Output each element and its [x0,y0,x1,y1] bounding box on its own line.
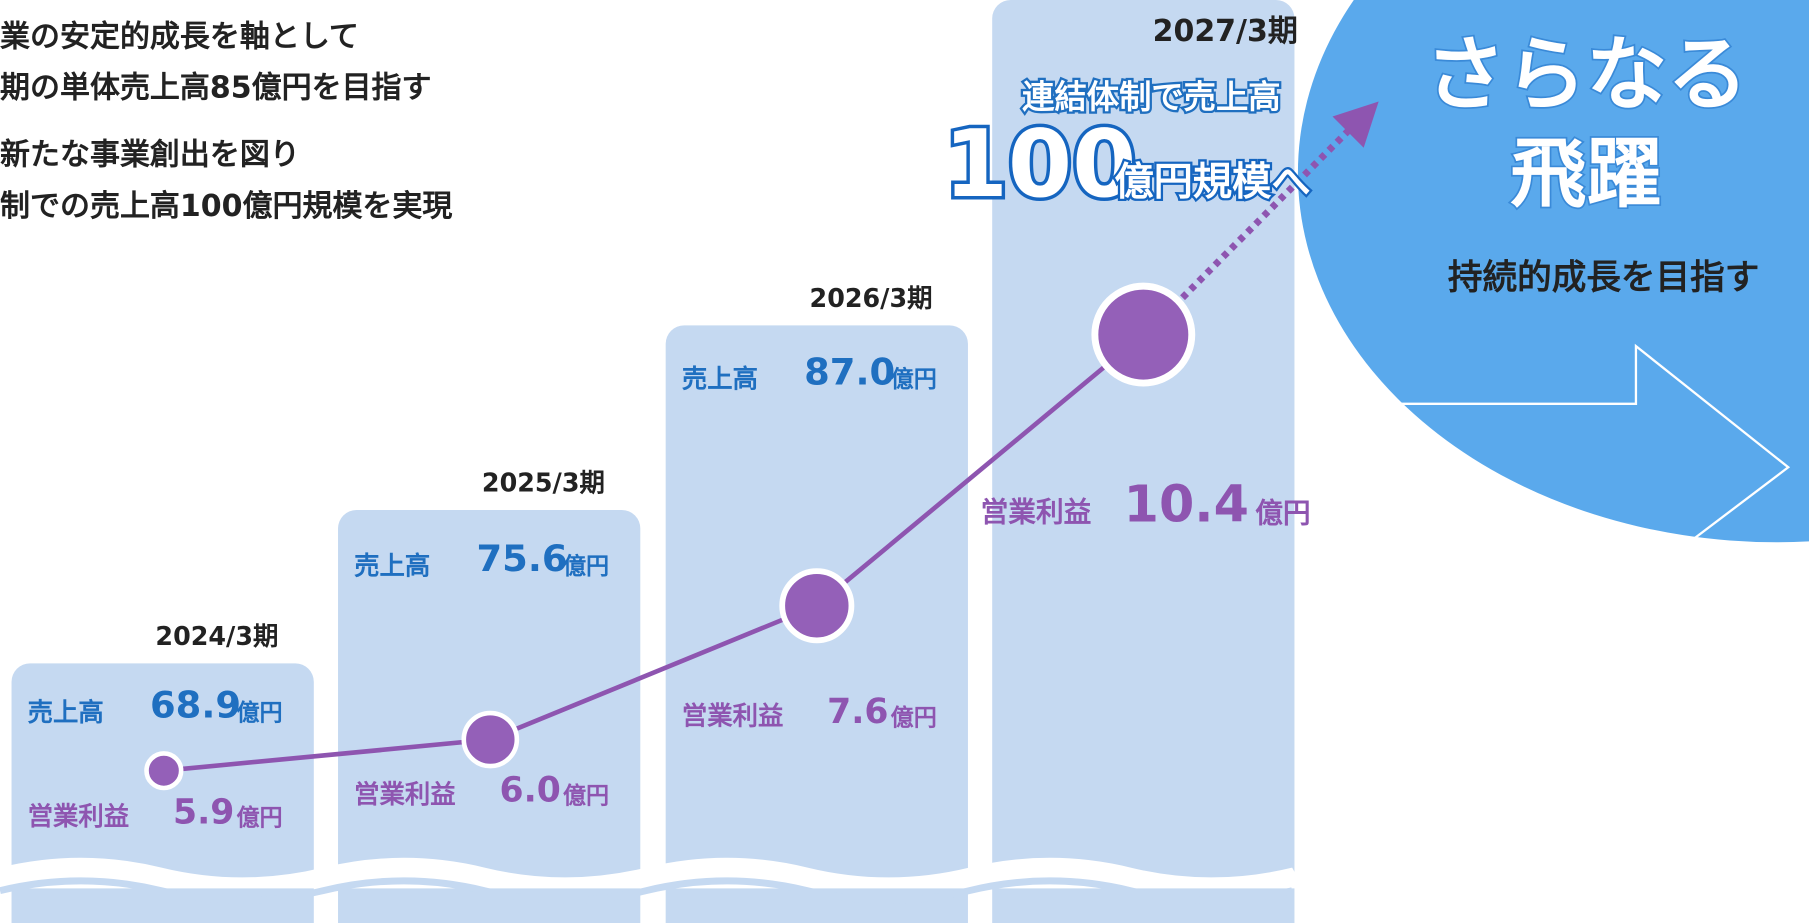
sales-label: 売上高 [28,697,104,727]
period-label: 2027/3期 [1153,14,1298,49]
period-label: 2025/3期 [482,468,605,498]
profit-dot [779,568,855,644]
profit-value: 6.0 [500,770,561,810]
arrow-head [1332,101,1379,148]
period-box [992,0,1295,923]
profit-unit: 億円 [1255,497,1310,530]
sales-unit: 億円 [237,700,283,727]
sales-unit: 億円 [891,366,937,393]
future-subtitle: 持続的成長を目指す [1448,258,1759,298]
sales-unit: 億円 [563,553,609,580]
sales-value: 75.6 [476,537,567,580]
sales-value: 87.0 [804,350,895,393]
profit-unit: 億円 [563,783,609,810]
sales-value: 68.9 [150,684,241,727]
profit-label: 営業利益 [682,701,784,731]
profit-line [163,332,1145,773]
future-title: 飛躍 [1510,129,1662,218]
profit-label: 営業利益 [981,495,1092,528]
profit-value: 10.4 [1124,475,1249,534]
period-label: 2026/3期 [810,283,933,313]
target-unit: 億円規模へ [1114,160,1310,205]
profit-value: 5.9 [173,792,234,832]
profit-label: 営業利益 [354,779,456,809]
intro-line: 期の単体売上高85億円を目指す [0,70,432,105]
dotted-arrow [1180,126,1353,301]
future-circle [1298,0,1809,543]
wave [0,857,1304,889]
profit-dot [1091,282,1196,387]
period-label: 2024/3期 [155,621,278,651]
profit-dot [144,751,184,791]
future-title: さらなる [1425,29,1748,123]
profit-unit: 億円 [237,805,283,832]
target-number: 100 [944,110,1137,218]
intro-line: 制での売上高100億円規模を実現 [0,189,452,224]
profit-dot [461,710,520,769]
profit-unit: 億円 [891,704,937,731]
future-arrow [1376,343,1791,585]
sales-label: 売上高 [354,551,430,581]
wave-line [0,877,1293,904]
sales-label: 売上高 [682,364,758,394]
intro-line: 業の安定的成長を軸として [0,20,359,55]
target-headline: 連結体制で売上高 [1022,78,1280,116]
profit-value: 7.6 [827,692,888,732]
profit-label: 営業利益 [28,801,130,831]
intro-line: 新たな事業創出を図り [0,137,300,172]
